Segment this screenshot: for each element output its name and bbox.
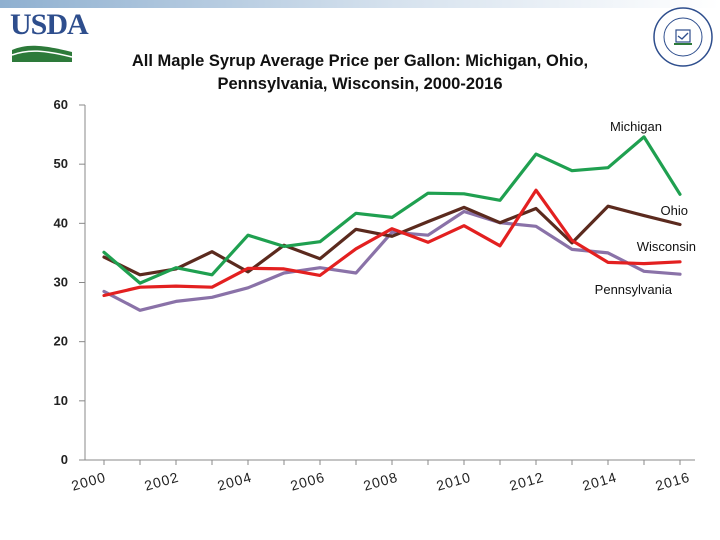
x-tick-label: 2000 [70, 469, 108, 494]
series-line-pennsylvania [102, 209, 682, 312]
series-label-pennsylvania: Pennsylvania [595, 282, 673, 297]
x-tick-label: 2002 [143, 469, 181, 494]
series-line-wisconsin [102, 188, 682, 298]
series-label-wisconsin: Wisconsin [637, 239, 696, 254]
chart-series-labels: Michigan Ohio Wisconsin Pennsylvania [595, 119, 696, 297]
y-tick-label: 50 [54, 156, 68, 171]
x-tick-label: 2014 [581, 469, 619, 494]
y-tick-label: 20 [54, 334, 68, 349]
agriculture-counts-seal [653, 7, 713, 67]
series-line-michigan [102, 135, 682, 285]
x-tick-label: 2008 [362, 469, 400, 494]
y-tick-label: 40 [54, 215, 68, 230]
series-line-ohio [102, 204, 682, 277]
header-band [0, 0, 720, 8]
x-tick-label: 2010 [435, 469, 473, 494]
x-tick-label: 2006 [289, 469, 327, 494]
y-tick-label: 10 [54, 393, 68, 408]
chart-title: All Maple Syrup Average Price per Gallon… [131, 52, 589, 93]
y-tick-label: 60 [54, 97, 68, 112]
series-label-michigan: Michigan [610, 119, 662, 134]
x-tick-label: 2004 [216, 469, 254, 494]
x-tick-label: 2012 [508, 469, 546, 494]
y-tick-label: 30 [54, 275, 68, 290]
usda-logo [11, 45, 73, 62]
y-tick-label: 0 [61, 452, 68, 467]
x-tick-label: 2016 [654, 469, 692, 494]
chart-series-group [102, 135, 682, 312]
series-label-ohio: Ohio [661, 203, 688, 218]
